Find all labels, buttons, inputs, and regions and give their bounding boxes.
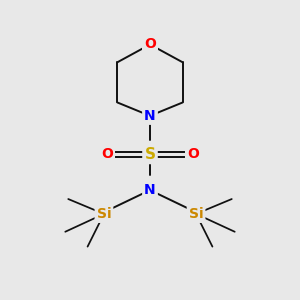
Text: O: O [101, 148, 113, 161]
Text: Si: Si [189, 207, 203, 221]
Text: S: S [145, 147, 155, 162]
Text: N: N [144, 183, 156, 197]
Text: O: O [187, 148, 199, 161]
Text: Si: Si [97, 207, 111, 221]
Text: N: N [144, 109, 156, 123]
Text: O: O [144, 38, 156, 52]
